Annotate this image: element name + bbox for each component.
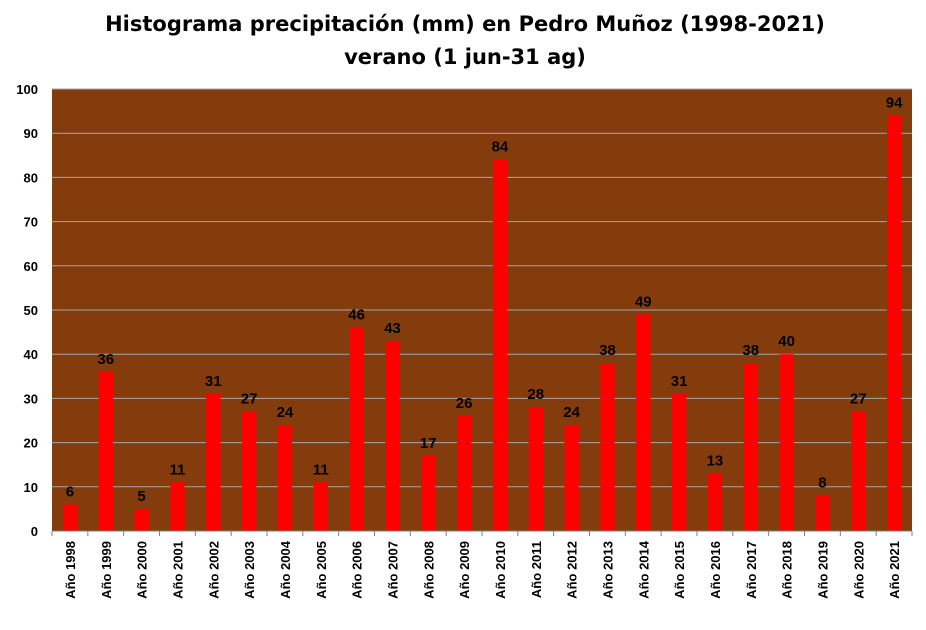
bar	[815, 495, 830, 531]
data-label: 36	[97, 351, 114, 368]
data-label: 11	[169, 461, 185, 478]
bar	[170, 482, 185, 531]
bar	[671, 393, 687, 531]
bar	[313, 482, 328, 531]
data-label: 84	[492, 139, 509, 156]
data-label: 40	[778, 333, 795, 350]
bars	[62, 115, 902, 532]
y-tick-label: 40	[24, 347, 38, 362]
data-label: 38	[599, 342, 616, 359]
data-label: 24	[277, 404, 294, 421]
bar	[492, 159, 508, 531]
y-tick-label: 90	[24, 126, 38, 141]
x-tick-label: Año 2010	[493, 541, 508, 599]
bar	[385, 340, 400, 531]
x-tick-label: Año 2009	[457, 541, 472, 599]
bar	[564, 424, 579, 531]
x-tick-label: Año 2013	[600, 541, 615, 599]
data-label: 43	[384, 320, 401, 337]
x-tick-label: Año 2004	[278, 540, 293, 599]
y-tick-label: 30	[24, 391, 38, 406]
data-label: 27	[850, 391, 867, 408]
x-tick-label: Año 2012	[565, 541, 580, 599]
y-axis: 0 10 20 30 40 50 60 70 80 90 100	[16, 82, 38, 539]
bar	[98, 371, 113, 531]
y-tick-label: 60	[24, 259, 38, 274]
x-axis: Año 1998 Año 1999 Año 2000 Año 2001 Año 2002…	[51, 530, 913, 599]
y-tick-label: 70	[24, 215, 38, 230]
data-label: 27	[241, 391, 258, 408]
y-tick-label: 100	[16, 82, 38, 97]
bar	[349, 327, 364, 531]
bar	[421, 455, 436, 531]
y-tick-label: 0	[31, 524, 38, 539]
bar	[134, 508, 149, 531]
bar	[851, 411, 866, 531]
x-tick-label: Año 2014	[636, 540, 651, 599]
bar	[456, 416, 472, 531]
y-tick-label: 10	[24, 480, 38, 495]
x-tick-label: Año 2020	[851, 541, 866, 599]
x-tick-label: Año 2019	[815, 541, 830, 599]
data-label: 5	[137, 488, 145, 505]
x-tick-label: Año 2001	[170, 541, 185, 599]
data-label: 13	[707, 453, 724, 470]
data-label: 24	[563, 404, 580, 421]
bar	[707, 473, 723, 531]
x-tick-label: Año 2008	[421, 541, 436, 599]
data-label: 17	[420, 435, 437, 452]
y-tick-label: 20	[24, 436, 38, 451]
grid-lines	[52, 88, 912, 488]
chart-title: Histograma precipitación (mm) en Pedro M…	[105, 12, 825, 36]
y-tick-label: 50	[24, 303, 38, 318]
bar	[600, 363, 615, 531]
bar	[636, 314, 651, 531]
y-tick-label: 80	[24, 170, 38, 185]
bar	[886, 115, 902, 532]
x-tick-label: Año 2016	[708, 541, 723, 599]
x-tick-label: Año 2007	[385, 541, 400, 599]
data-label: 49	[635, 293, 652, 310]
bar	[779, 354, 794, 531]
bar	[62, 504, 78, 531]
x-tick-label: Año 2018	[780, 541, 795, 599]
data-label: 31	[671, 373, 688, 390]
x-tick-label: Año 2006	[350, 541, 365, 599]
bar	[241, 411, 257, 531]
x-tick-label: Año 2017	[744, 541, 759, 599]
data-label: 26	[456, 395, 473, 412]
data-label: 46	[348, 307, 365, 324]
chart-subtitle: verano (1 jun-31 ag)	[344, 45, 586, 69]
data-label: 94	[886, 95, 903, 112]
x-tick-label: Año 2003	[242, 541, 257, 599]
x-tick-label: Año 2000	[135, 541, 150, 599]
bar	[206, 393, 221, 531]
bar	[743, 363, 758, 531]
data-labels: 6 36 5 11 31 27 24 11 46 43 17 26 84 28 24 38 49 31 13 38 40…	[66, 95, 903, 505]
bar	[528, 407, 543, 531]
x-tick-label: Año 2002	[206, 541, 221, 599]
x-tick-label: Año 2021	[887, 541, 902, 599]
x-tick-label: Año 1999	[99, 541, 114, 599]
x-tick-label: Año 2011	[529, 541, 544, 598]
bar	[277, 424, 293, 531]
x-tick-label: Año 1998	[63, 541, 78, 599]
x-tick-label: Año 2015	[672, 541, 687, 599]
x-tick-label: Año 2005	[314, 541, 329, 599]
data-label: 38	[742, 342, 759, 359]
data-label: 8	[818, 475, 826, 492]
data-label: 6	[66, 483, 74, 500]
data-label: 31	[205, 373, 222, 390]
data-label: 11	[313, 461, 329, 478]
data-label: 28	[527, 386, 544, 403]
